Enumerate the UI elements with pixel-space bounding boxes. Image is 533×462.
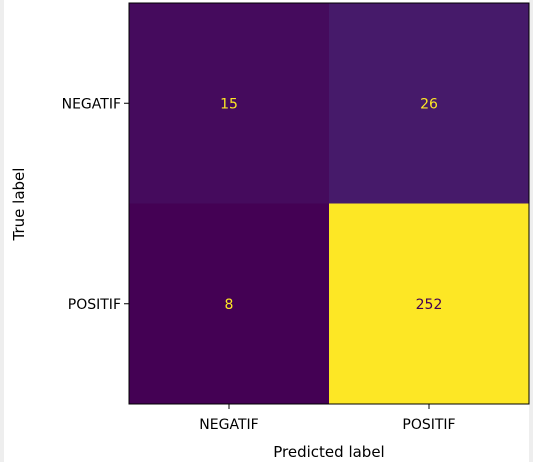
heatmap-cell-r1-c1 — [329, 203, 530, 405]
heatmap-cell-r0-c1 — [329, 3, 530, 204]
x-axis-label: Predicted label — [273, 443, 384, 461]
y-tick-label: POSITIF — [68, 297, 121, 313]
heatmap-cell-r1-c0 — [129, 203, 330, 405]
y-axis-label: True label — [10, 168, 28, 242]
cell-value-labels: 15 26 8 252 — [220, 96, 442, 313]
cell-value-r1-c1: 252 — [416, 297, 443, 313]
x-tick-label: NEGATIF — [199, 417, 258, 433]
x-tick-label: POSITIF — [402, 417, 455, 433]
heatmap-cell-r0-c0 — [129, 3, 330, 204]
y-tick-labels: NEGATIF POSITIF — [62, 96, 121, 313]
heatmap-cells — [129, 3, 530, 405]
cell-value-r0-c1: 26 — [420, 96, 438, 112]
axis-ticks — [124, 102, 430, 409]
y-tick-label: NEGATIF — [62, 96, 121, 112]
x-tick-labels: NEGATIF POSITIF — [199, 417, 455, 433]
cell-value-r0-c0: 15 — [220, 96, 238, 112]
cell-value-r1-c0: 8 — [225, 297, 234, 313]
right-border-strip — [529, 0, 533, 462]
left-border-strip — [0, 0, 4, 462]
axes-frame — [128, 2, 530, 405]
